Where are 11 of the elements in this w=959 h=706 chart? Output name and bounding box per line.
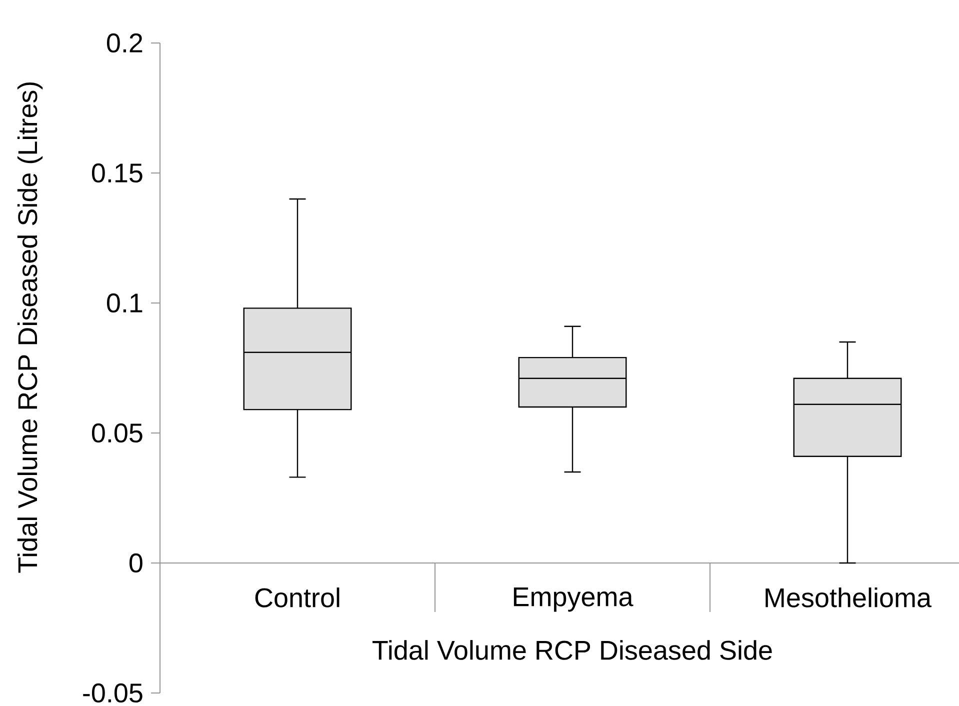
x-axis-title: Tidal Volume RCP Diseased Side [372,640,772,660]
x-tick-label: Empyema [514,588,634,612]
x-tick-label: Control [255,588,340,608]
y-tick-label: 0.05 [92,423,142,443]
y-tick-label: 0.15 [92,163,142,183]
y-axis-title: Tidal Volume RCP Diseased Side (Litres) [17,82,43,573]
y-tick-label: -0.05 [83,683,142,703]
y-tick-label: 0.1 [106,293,142,313]
x-tick-label: Mesothelioma [766,588,932,608]
y-tick-label: 0 [130,553,142,573]
y-tick-label: 0.2 [106,33,142,53]
